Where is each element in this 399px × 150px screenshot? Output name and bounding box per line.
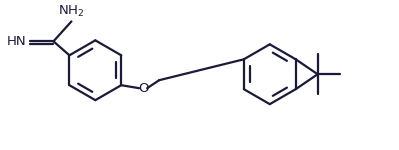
Text: O: O bbox=[138, 82, 148, 95]
Text: NH$_2$: NH$_2$ bbox=[58, 4, 85, 19]
Text: HN: HN bbox=[7, 35, 27, 48]
